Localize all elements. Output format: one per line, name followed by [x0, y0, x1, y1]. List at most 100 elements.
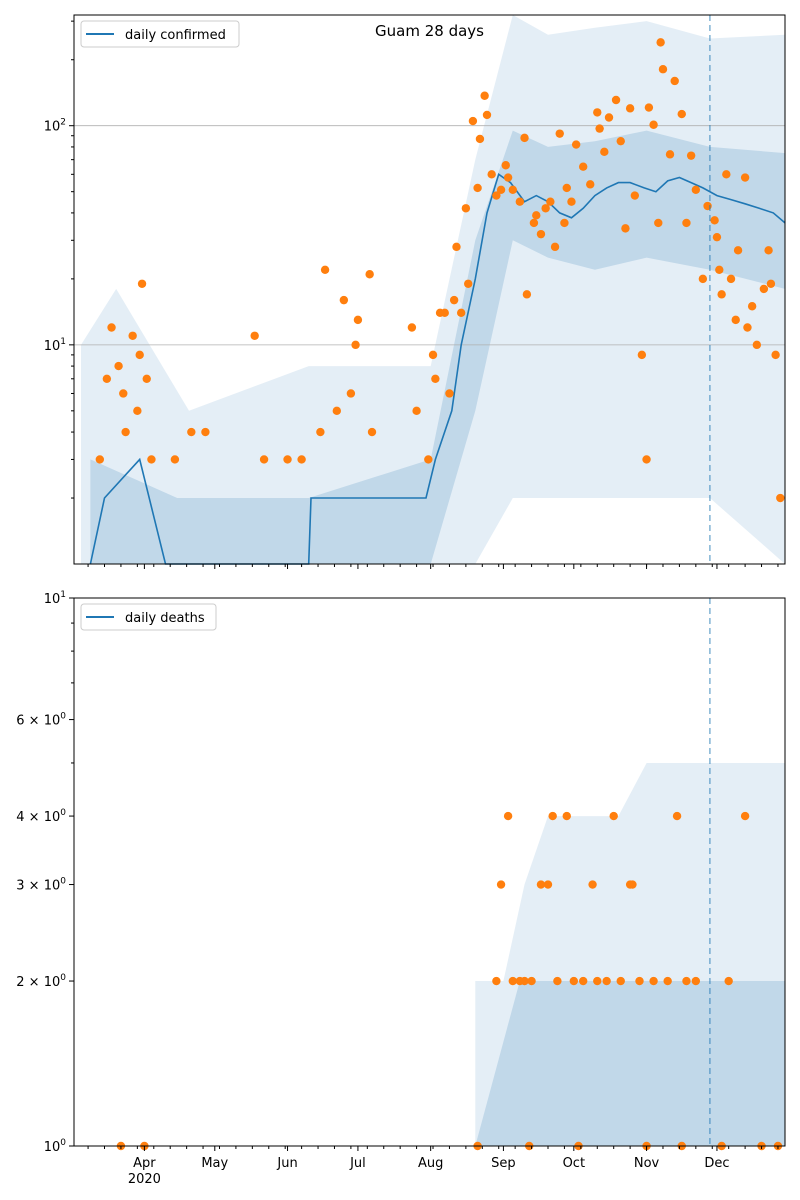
confirmed-observed-point	[764, 246, 773, 255]
confirmed-observed-point	[320, 265, 330, 275]
confirmed-observed-point	[137, 279, 147, 288]
deaths-observed-point	[578, 976, 588, 986]
confirmed-observed-point	[621, 224, 630, 233]
confirmed-observed-point	[428, 350, 438, 360]
deaths-observed-point	[492, 976, 501, 986]
deaths-observed-point	[663, 976, 672, 986]
confirmed-observed-point	[567, 197, 576, 206]
deaths-observed-point	[548, 811, 557, 821]
confirmed-y-tick-label: 102	[44, 118, 66, 135]
deaths-observed-point	[508, 976, 518, 986]
deaths-legend: daily deaths	[80, 603, 217, 631]
x-month-label: Aug	[418, 1156, 443, 1171]
confirmed-observed-point	[586, 180, 595, 189]
confirmed-observed-point	[95, 455, 105, 464]
deaths-observed-point	[503, 811, 513, 821]
confirmed-observed-point	[503, 173, 513, 182]
confirmed-observed-point	[740, 173, 750, 182]
confirmed-observed-point	[715, 265, 724, 275]
confirmed-observed-point	[283, 455, 292, 464]
confirmed-observed-point	[546, 197, 555, 206]
confirmed-observed-point	[571, 140, 581, 149]
confirmed-observed-point	[456, 308, 466, 318]
confirmed-outer-interval-band	[81, 15, 785, 564]
chart-title: Guam 28 days	[375, 22, 484, 40]
confirmed-observed-point	[468, 116, 478, 126]
deaths-observed-point	[562, 811, 571, 821]
confirmed-observed-point	[431, 374, 440, 383]
legend-label: daily confirmed	[125, 28, 226, 43]
confirmed-observed-point	[475, 134, 485, 144]
deaths-y-ticks: 100 2 × 100 3 × 100 4 × 100 6 × 100 101	[16, 590, 74, 1155]
confirmed-observed-point	[642, 455, 651, 464]
deaths-bands	[475, 763, 785, 1146]
confirmed-observed-point	[316, 427, 325, 437]
deaths-observed-point	[588, 880, 597, 889]
confirmed-observed-point	[550, 242, 560, 252]
deaths-axes-frame	[73, 597, 786, 1147]
confirmed-observed-point	[201, 427, 210, 437]
confirmed-observed-point	[501, 161, 510, 170]
confirmed-observed-point	[743, 323, 752, 332]
deaths-observed-point	[543, 880, 553, 889]
confirmed-observed-point	[412, 406, 421, 416]
confirmed-observed-point	[726, 274, 736, 284]
confirmed-grid	[74, 125, 785, 346]
confirmed-observed-point	[712, 232, 722, 242]
confirmed-axes-frame	[73, 14, 786, 565]
x-month-label: Oct	[563, 1156, 585, 1171]
confirmed-observed-point	[522, 290, 532, 299]
deaths-observed-point	[635, 976, 644, 986]
confirmed-observed-point	[654, 218, 663, 228]
confirmed-observed-point	[346, 389, 356, 398]
confirmed-observed-point	[119, 389, 128, 398]
confirmed-observed-point	[759, 284, 769, 294]
confirmed-observed-point	[562, 183, 571, 193]
confirmed-observed-point	[107, 323, 116, 332]
deaths-observed-point	[527, 976, 536, 986]
confirmed-observed-point	[593, 108, 602, 117]
deaths-y-tick-label: 3 × 100	[16, 877, 66, 894]
confirmed-points	[95, 38, 785, 503]
deaths-panel: 100 2 × 100 3 × 100 4 × 100 6 × 100 101 Apr Ma…	[16, 590, 786, 1187]
deaths-observed-point	[724, 976, 733, 986]
deaths-y-tick-label: 2 × 100	[16, 973, 66, 990]
confirmed-observed-point	[560, 218, 569, 228]
confirmed-observed-point	[595, 124, 604, 133]
confirmed-observed-point	[440, 308, 449, 318]
legend-box	[80, 603, 217, 631]
confirmed-observed-point	[147, 455, 156, 464]
confirmed-observed-point	[722, 170, 731, 179]
deaths-y-tick-label: 6 × 100	[16, 712, 66, 729]
deaths-observed-point	[672, 811, 682, 821]
confirmed-inner-interval-band	[90, 130, 785, 564]
confirmed-observed-point	[665, 150, 675, 159]
x-month-label: Apr	[133, 1156, 156, 1171]
x-month-label: Dec	[704, 1156, 729, 1171]
confirmed-observed-point	[686, 151, 696, 160]
deaths-y-tick-label: 4 × 100	[16, 808, 66, 825]
deaths-observed-point	[616, 976, 625, 986]
confirmed-observed-point	[424, 455, 433, 464]
confirmed-observed-point	[250, 331, 259, 340]
deaths-observed-point	[602, 976, 611, 986]
confirmed-y-tick-label: 101	[44, 337, 66, 354]
confirmed-observed-point	[515, 197, 525, 206]
x-month-labels: Apr May Jun Jul Aug Sep Oct Nov Dec	[133, 1156, 729, 1171]
confirmed-observed-point	[142, 374, 151, 383]
confirmed-observed-point	[520, 133, 529, 143]
deaths-observed-point	[593, 976, 602, 986]
confirmed-observed-point	[536, 229, 546, 239]
confirmed-observed-point	[637, 350, 647, 360]
deaths-observed-point	[609, 811, 618, 821]
confirmed-observed-point	[461, 204, 471, 213]
confirmed-observed-point	[733, 246, 743, 255]
confirmed-observed-point	[452, 242, 461, 252]
confirmed-observed-point	[600, 147, 609, 157]
deaths-observed-point	[682, 976, 691, 986]
confirmed-observed-point	[170, 455, 180, 464]
legend-box	[80, 20, 240, 48]
confirmed-observed-point	[766, 279, 776, 288]
confirmed-observed-point	[480, 91, 489, 100]
